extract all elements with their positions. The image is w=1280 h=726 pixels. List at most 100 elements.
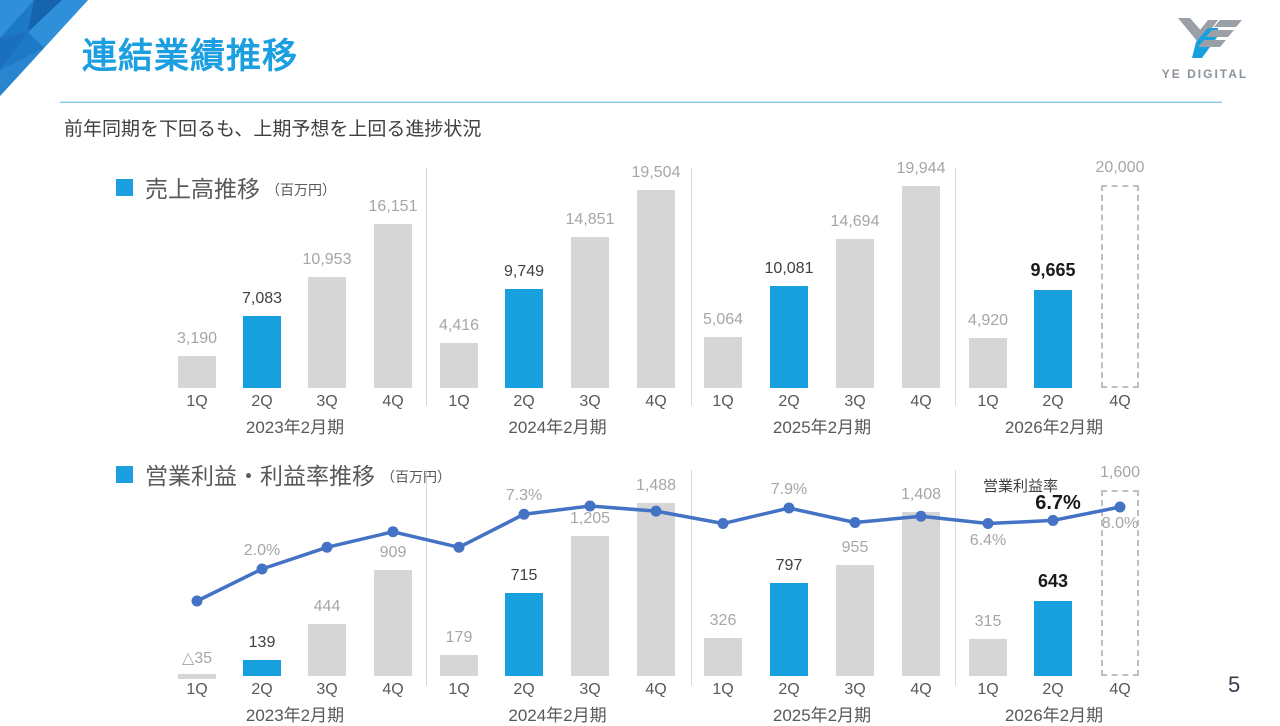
- sales-quarter-label-2025年2月期-2Q: 2Q: [778, 393, 800, 410]
- margin-point-10: [849, 516, 861, 528]
- sales-bar-2025年2月期-4Q: [902, 186, 940, 388]
- profit-value-label-2025年2月期-4Q: 1,408: [900, 486, 942, 503]
- sales-quarter-label-2026年2月期-1Q: 1Q: [977, 393, 999, 410]
- profit-quarter-label-2024年2月期-3Q: 3Q: [579, 681, 601, 698]
- profit-bar-2023年2月期-2Q: [243, 660, 281, 676]
- margin-point-2: [321, 541, 333, 553]
- profit-year-label-2024年2月期: 2024年2月期: [508, 706, 607, 725]
- sales-quarter-label-2025年2月期-3Q: 3Q: [844, 393, 866, 410]
- sales-bar-2026年2月期-4Q: [1101, 185, 1139, 388]
- profit-quarter-label-2026年2月期-1Q: 1Q: [977, 681, 999, 698]
- sales-value-label-2025年2月期-2Q: 10,081: [764, 260, 814, 277]
- profit-quarter-label-2026年2月期-2Q: 2Q: [1042, 681, 1064, 698]
- profit-value-label-2026年2月期-2Q: 643: [1037, 571, 1069, 591]
- sales-value-label-2023年2月期-2Q: 7,083: [241, 290, 283, 307]
- sales-chart-title-text: 売上高推移: [145, 176, 260, 202]
- profit-quarter-label-2024年2月期-1Q: 1Q: [448, 681, 470, 698]
- sales-chart-title: 売上高推移 （百万円）: [116, 170, 336, 204]
- sales-group-separator-2: [955, 168, 956, 406]
- profit-bar-2026年2月期-1Q: [969, 639, 1007, 676]
- sales-bar-2025年2月期-2Q: [770, 286, 808, 388]
- profit-bar-2025年2月期-2Q: [770, 583, 808, 676]
- profit-quarter-label-2024年2月期-2Q: 2Q: [513, 681, 535, 698]
- sales-bar-2025年2月期-1Q: [704, 337, 742, 388]
- sales-bar-2023年2月期-3Q: [308, 277, 346, 388]
- sales-bar-2025年2月期-3Q: [836, 239, 874, 388]
- blue-square-bullet-icon: [116, 178, 133, 196]
- margin-label-8.0%: 8.0%: [1101, 514, 1139, 532]
- sales-value-label-2026年2月期-4Q: 20,000: [1095, 159, 1145, 176]
- sales-bar-2024年2月期-4Q: [637, 190, 675, 388]
- sales-group-separator-0: [426, 168, 427, 406]
- profit-value-label-2023年2月期-3Q: 444: [313, 598, 341, 615]
- sales-value-label-2024年2月期-2Q: 9,749: [503, 263, 545, 280]
- sales-value-label-2025年2月期-3Q: 14,694: [830, 213, 880, 230]
- margin-point-1: [256, 563, 268, 575]
- sales-quarter-label-2023年2月期-3Q: 3Q: [316, 393, 338, 410]
- sales-quarter-label-2024年2月期-3Q: 3Q: [579, 393, 601, 410]
- header-divider: [60, 101, 1222, 103]
- sales-bar-2023年2月期-4Q: [374, 224, 412, 388]
- margin-label-6.7%: 6.7%: [1035, 492, 1081, 515]
- profit-year-label-2023年2月期: 2023年2月期: [245, 706, 345, 725]
- sales-value-label-2025年2月期-4Q: 19,944: [896, 160, 946, 177]
- profit-quarter-label-2025年2月期-4Q: 4Q: [910, 681, 932, 698]
- profit-value-label-2023年2月期-4Q: 909: [379, 544, 407, 561]
- margin-point-9: [783, 502, 795, 514]
- sales-bar-2024年2月期-2Q: [505, 289, 543, 388]
- profit-value-label-2025年2月期-1Q: 326: [709, 612, 737, 629]
- profit-quarter-label-2025年2月期-3Q: 3Q: [844, 681, 866, 698]
- sales-quarter-label-2023年2月期-4Q: 4Q: [382, 393, 404, 410]
- profit-quarter-label-2023年2月期-4Q: 4Q: [382, 681, 404, 698]
- blue-square-bullet-icon: [116, 465, 133, 483]
- sales-quarter-label-2024年2月期-2Q: 2Q: [513, 393, 535, 410]
- profit-value-label-2023年2月期-1Q: △35: [181, 650, 213, 667]
- sales-year-label-2024年2月期: 2024年2月期: [508, 418, 607, 437]
- company-logo: YE DIGITAL: [1160, 18, 1250, 81]
- corner-decoration: [0, 0, 88, 96]
- margin-point-4: [453, 541, 465, 553]
- profit-bar-2024年2月期-1Q: [440, 655, 478, 676]
- margin-point-8: [717, 518, 729, 530]
- profit-quarter-label-2025年2月期-1Q: 1Q: [712, 681, 734, 698]
- margin-point-5: [518, 508, 530, 520]
- profit-bar-2025年2月期-4Q: [902, 512, 940, 676]
- sales-value-label-2023年2月期-3Q: 10,953: [302, 251, 352, 268]
- sales-group-separator-1: [690, 168, 692, 406]
- profit-value-label-2024年2月期-3Q: 1,205: [569, 510, 611, 527]
- sales-bar-2026年2月期-1Q: [969, 338, 1007, 388]
- logo-text: YE DIGITAL: [1161, 67, 1249, 81]
- sales-year-label-2023年2月期: 2023年2月期: [245, 418, 345, 437]
- operating-margin-series-label: 営業利益率: [983, 478, 1059, 496]
- profit-bar-2023年2月期-4Q: [374, 570, 412, 676]
- page-number: 5: [1228, 672, 1241, 697]
- profit-group-separator-0: [426, 470, 427, 686]
- profit-quarter-label-2023年2月期-3Q: 3Q: [316, 681, 338, 698]
- slide-subtitle: 前年同期を下回るも、上期予想を上回る進捗状況: [64, 119, 482, 140]
- profit-chart-unit: （百万円）: [381, 469, 451, 485]
- margin-label-7.9%: 7.9%: [770, 481, 808, 499]
- profit-quarter-label-2024年2月期-4Q: 4Q: [645, 681, 667, 698]
- profit-chart-title: 営業利益・利益率推移 （百万円）: [116, 457, 451, 491]
- profit-year-label-2026年2月期: 2026年2月期: [1004, 706, 1104, 725]
- profit-value-label-2025年2月期-3Q: 955: [841, 539, 869, 556]
- profit-value-label-2026年2月期-4Q: 1,600: [1099, 464, 1141, 481]
- margin-label-2.0%: 2.0%: [243, 541, 281, 559]
- sales-quarter-label-2025年2月期-1Q: 1Q: [712, 393, 734, 410]
- sales-quarter-label-2024年2月期-1Q: 1Q: [448, 393, 470, 410]
- profit-chart-title-text: 営業利益・利益率推移: [145, 463, 375, 489]
- profit-bar-2025年2月期-1Q: [704, 638, 742, 676]
- profit-group-separator-1: [690, 470, 692, 686]
- sales-value-label-2023年2月期-1Q: 3,190: [176, 330, 218, 347]
- sales-quarter-label-2023年2月期-1Q: 1Q: [186, 393, 208, 410]
- profit-quarter-label-2023年2月期-2Q: 2Q: [251, 681, 273, 698]
- sales-bar-2026年2月期-2Q: [1034, 290, 1072, 388]
- sales-value-label-2023年2月期-4Q: 16,151: [368, 198, 418, 215]
- profit-value-label-2024年2月期-4Q: 1,488: [635, 477, 677, 494]
- margin-point-12: [982, 518, 994, 530]
- profit-bar-2024年2月期-2Q: [505, 593, 543, 676]
- profit-year-label-2025年2月期: 2025年2月期: [772, 706, 872, 725]
- sales-quarter-label-2025年2月期-4Q: 4Q: [910, 393, 932, 410]
- sales-value-label-2026年2月期-2Q: 9,665: [1030, 260, 1076, 280]
- sales-bar-2023年2月期-1Q: [178, 356, 216, 388]
